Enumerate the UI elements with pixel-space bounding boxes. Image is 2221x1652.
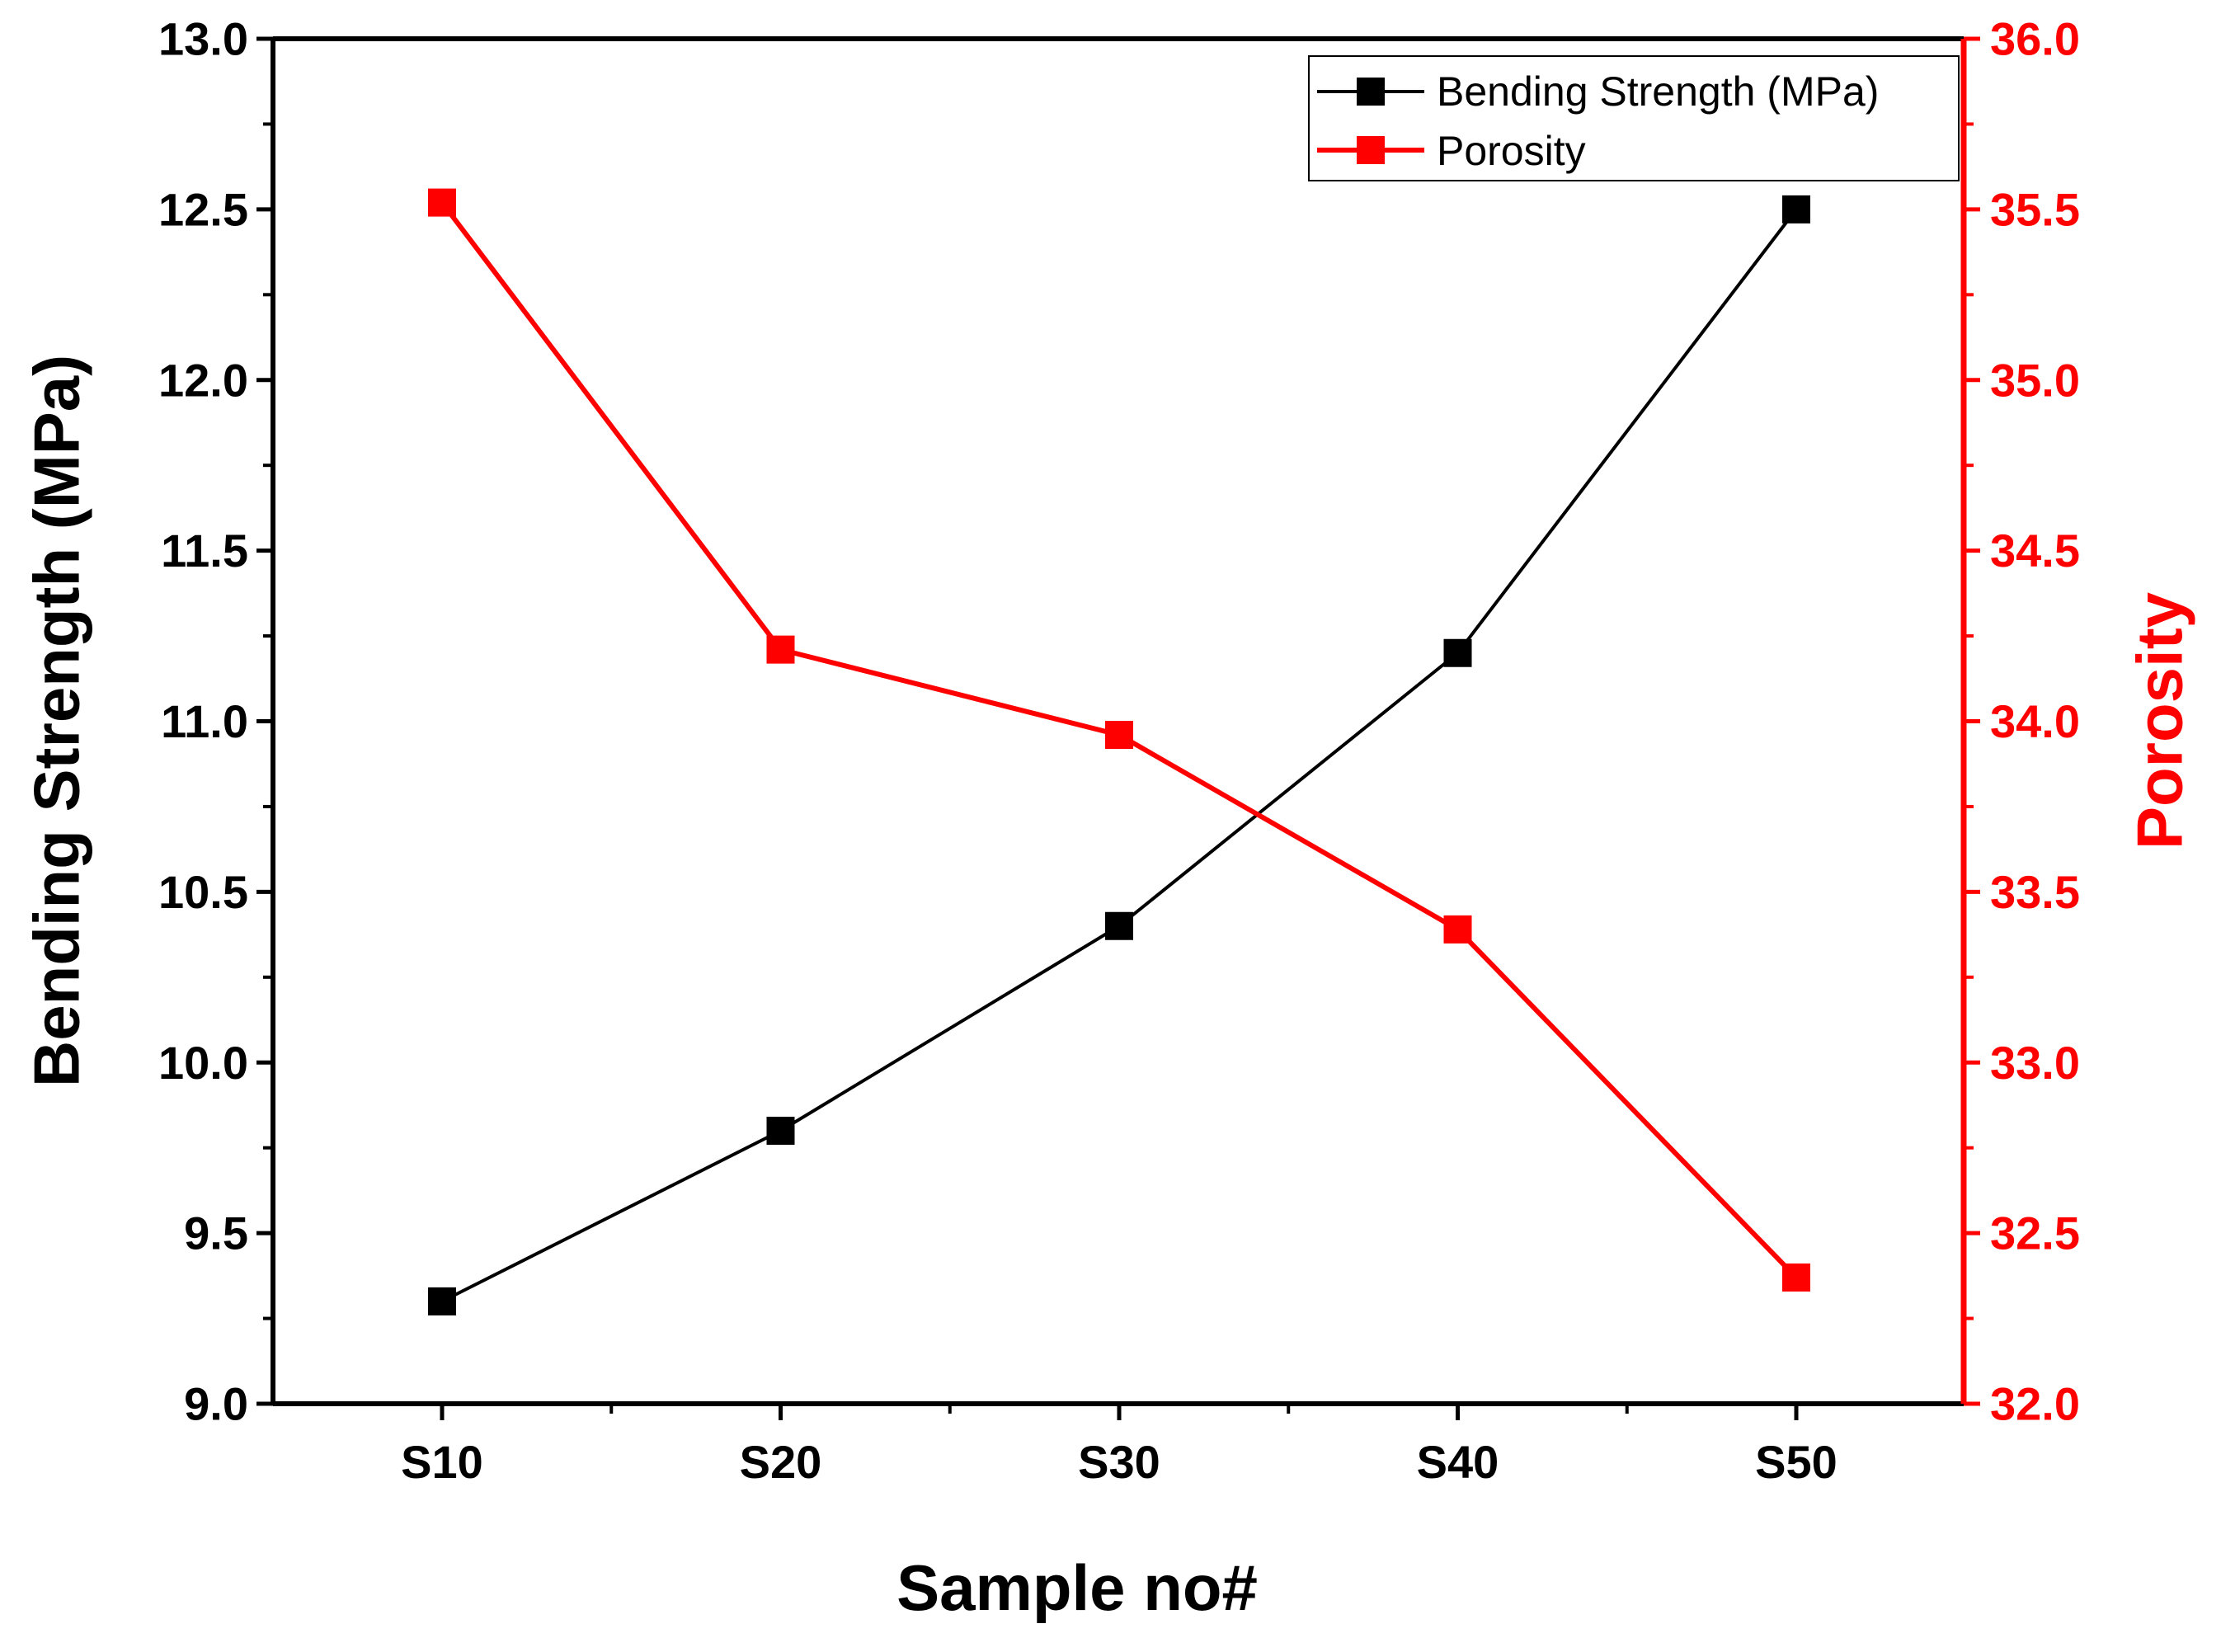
left-tick-label: 12.5 <box>158 183 248 235</box>
left-tick-label: 9.5 <box>184 1207 248 1259</box>
x-tick-label: S50 <box>1755 1436 1838 1488</box>
right-tick-label: 36.0 <box>1990 13 2080 65</box>
data-point-bending-strength <box>1105 911 1133 940</box>
left-tick-label: 10.0 <box>158 1037 248 1089</box>
x-tick-label: S10 <box>401 1436 483 1488</box>
left-tick-label: 11.0 <box>161 695 248 747</box>
data-point-bending-strength <box>1782 195 1810 224</box>
right-tick-label: 35.5 <box>1990 183 2080 235</box>
left-tick-label: 9.0 <box>184 1378 248 1430</box>
left-tick-label: 10.5 <box>158 866 248 918</box>
right-tick-label: 33.0 <box>1990 1037 2080 1089</box>
series-layer <box>428 188 1810 1315</box>
left-tick-label: 11.5 <box>161 525 248 577</box>
right-tick-label: 32.5 <box>1990 1207 2080 1259</box>
left-tick-label: 12.0 <box>158 354 248 406</box>
data-point-porosity <box>1443 915 1472 944</box>
legend-swatch-marker-porosity <box>1357 136 1385 164</box>
left-tick-label: 13.0 <box>158 13 248 65</box>
x-tick-label: S40 <box>1417 1436 1499 1488</box>
right-tick-label: 35.0 <box>1990 354 2080 406</box>
right-tick-label: 34.0 <box>1990 695 2080 747</box>
legend-swatch-marker-bending-strength <box>1357 78 1385 106</box>
data-point-bending-strength <box>766 1117 795 1145</box>
legend-label-bending-strength: Bending Strength (MPa) <box>1437 68 1879 115</box>
tick-layer: 9.0 9.5 10.0 10.5 11.0 11.5 12.0 12.5 13.0 32.0 32… <box>158 13 2080 1489</box>
legend-box <box>1308 55 1960 181</box>
data-point-bending-strength <box>428 1287 456 1315</box>
left-axis-title: Bending Strength (MPa) <box>21 355 93 1087</box>
right-axis-title: Porosity <box>2124 592 2196 850</box>
data-point-porosity <box>766 635 795 664</box>
data-point-porosity <box>428 188 456 217</box>
data-point-porosity <box>1105 721 1133 750</box>
legend: Bending Strength (MPa) Porosity <box>1308 55 1960 181</box>
data-point-porosity <box>1782 1263 1810 1292</box>
x-tick-label: S20 <box>740 1436 822 1488</box>
right-tick-label: 32.0 <box>1990 1378 2080 1430</box>
data-point-bending-strength <box>1443 638 1472 667</box>
right-tick-label: 34.5 <box>1990 525 2080 577</box>
legend-label-porosity: Porosity <box>1437 128 1586 174</box>
x-axis-title: Sample no# <box>896 1551 1258 1624</box>
x-tick-label: S30 <box>1078 1436 1160 1488</box>
right-tick-label: 33.5 <box>1990 866 2080 918</box>
